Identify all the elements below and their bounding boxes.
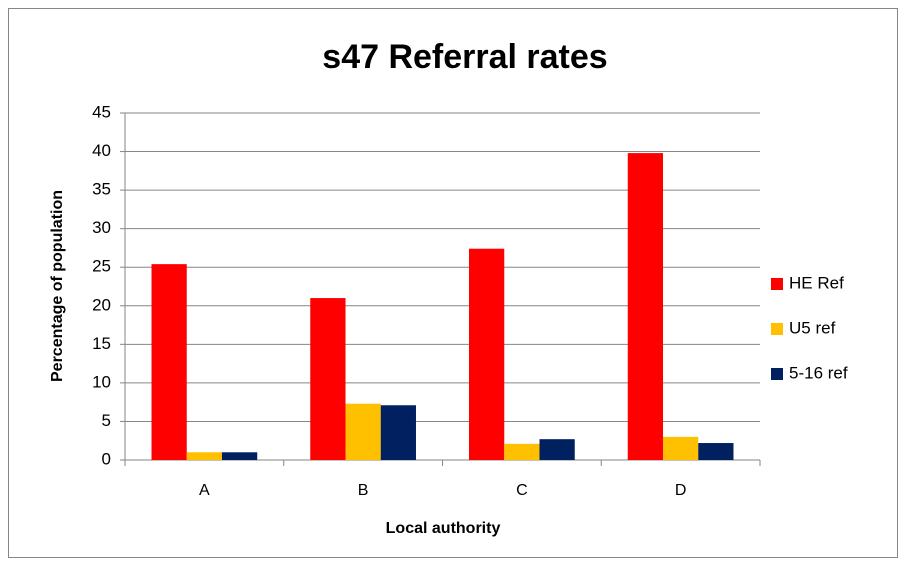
y-tick-label: 5 — [102, 411, 111, 430]
y-axis-label: Percentage of population — [49, 190, 66, 382]
x-axis-label: Local authority — [386, 520, 501, 537]
y-tick-label: 30 — [92, 218, 111, 237]
bar — [504, 443, 540, 460]
x-tick-label: B — [358, 482, 369, 499]
legend-label: U5 ref — [789, 318, 836, 337]
x-tick-label: D — [675, 482, 687, 499]
bar — [310, 298, 346, 460]
y-tick-label: 0 — [102, 449, 111, 468]
legend-label: HE Ref — [789, 273, 844, 292]
x-tick-label: A — [199, 482, 210, 499]
y-tick-label: 15 — [92, 334, 111, 353]
bar — [539, 439, 575, 460]
bar — [627, 153, 664, 460]
y-tick-label: 20 — [92, 295, 111, 314]
legend-swatch — [771, 368, 783, 380]
bar — [469, 248, 505, 460]
legend-swatch — [771, 278, 783, 290]
y-tick-label: 45 — [92, 102, 111, 121]
y-tick-label: 10 — [92, 372, 111, 391]
y-tick-label: 40 — [92, 141, 111, 160]
bar — [663, 436, 699, 460]
bar — [186, 452, 222, 460]
bar — [151, 264, 187, 460]
legend-swatch — [771, 323, 783, 335]
bar — [345, 403, 381, 460]
chart-title: s47 Referral rates — [322, 38, 607, 76]
x-tick-label: C — [516, 482, 528, 499]
legend-label: 5-16 ref — [789, 363, 848, 382]
chart-border — [8, 8, 898, 558]
y-tick-label: 35 — [92, 180, 111, 199]
bar — [380, 405, 416, 460]
y-tick-label: 25 — [92, 257, 111, 276]
bar — [221, 452, 258, 460]
bar — [698, 443, 734, 460]
